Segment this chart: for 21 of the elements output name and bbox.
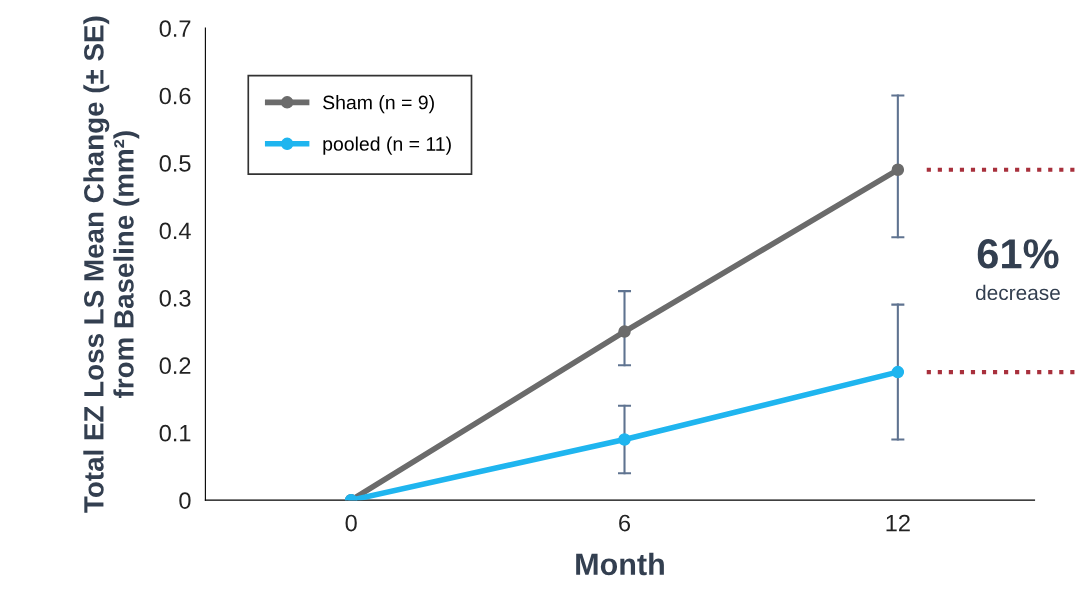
y-tick-label: 0.4 [159, 222, 191, 240]
x-tick-label: 6 [619, 514, 631, 532]
legend-label: pooled (n = 11) [323, 136, 451, 155]
y-tick-label: 0.1 [159, 424, 191, 442]
annotation: decrease [975, 284, 1060, 301]
y-tick-label: 0 [179, 492, 191, 509]
y-tick-label: 0.5 [159, 155, 191, 172]
point [618, 433, 631, 446]
point [891, 163, 905, 177]
annotation: 61% [977, 239, 1059, 269]
x-tick-label: 12 [886, 514, 910, 532]
y-tick-label: 0.7 [159, 20, 191, 37]
x-tick-label: 0 [345, 514, 357, 532]
y-tick-label: 0.3 [159, 289, 191, 307]
point [618, 325, 631, 338]
legend-label: Sham (n = 9) [323, 95, 434, 114]
point [891, 365, 905, 379]
y-tick-label: 0.2 [159, 357, 191, 375]
x-axis-title: Month [576, 552, 664, 576]
y-axis-title: Total EZ Loss LS Mean Change (± SE) from Baseline (mm²) [83, 16, 140, 513]
y-tick-label: 0.6 [159, 87, 191, 105]
